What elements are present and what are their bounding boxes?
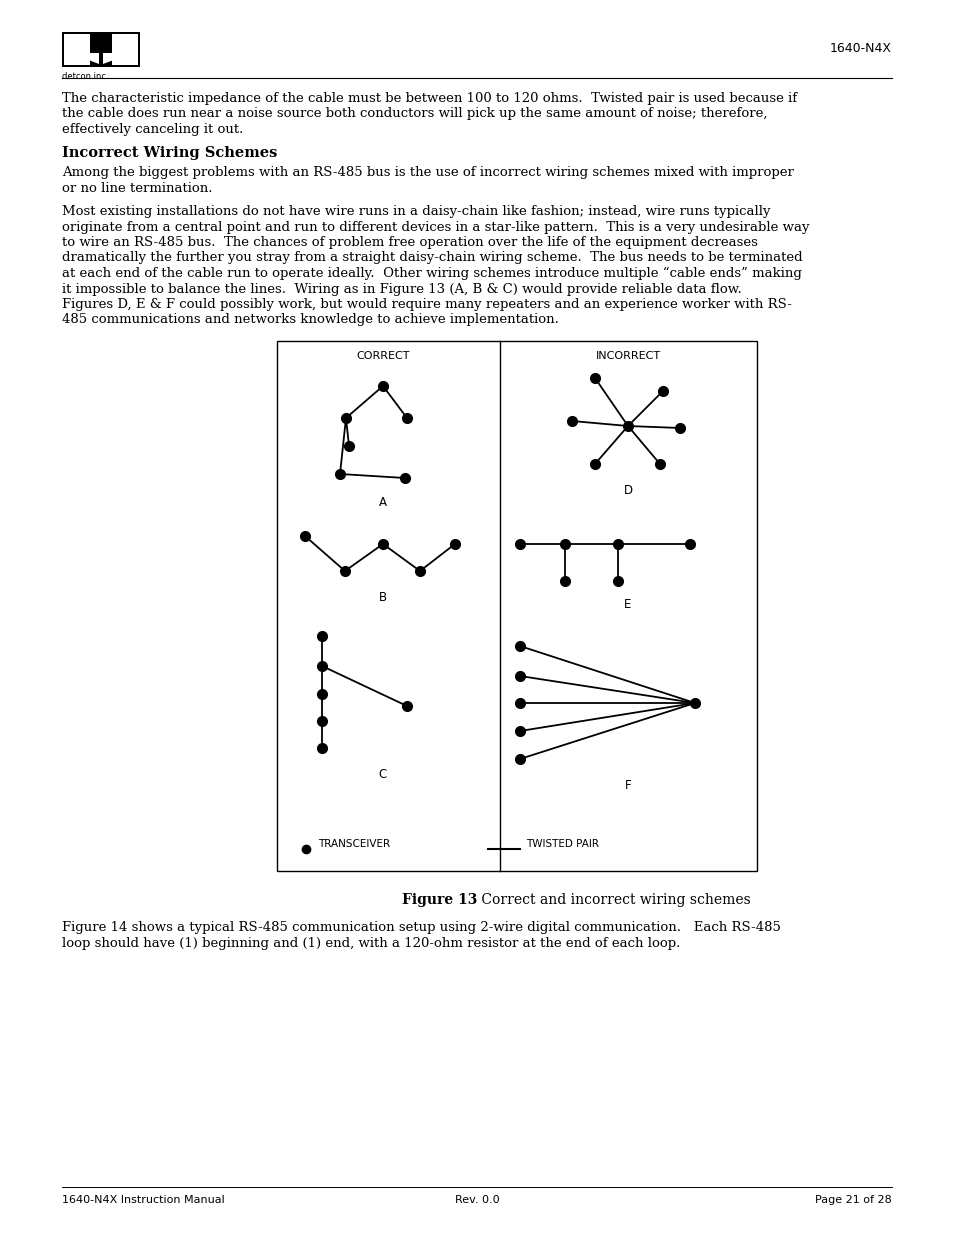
Text: or no line termination.: or no line termination. [62, 182, 213, 194]
Text: A: A [378, 496, 387, 509]
Polygon shape [103, 53, 132, 64]
Text: C: C [378, 768, 387, 781]
Text: 1640-N4X Instruction Manual: 1640-N4X Instruction Manual [62, 1195, 225, 1205]
Text: Most existing installations do not have wire runs in a daisy-chain like fashion;: Most existing installations do not have … [62, 205, 770, 219]
Text: Figure 13: Figure 13 [401, 893, 476, 906]
Text: Incorrect Wiring Schemes: Incorrect Wiring Schemes [62, 147, 277, 161]
Text: 1640-N4X: 1640-N4X [829, 42, 891, 56]
Text: at each end of the cable run to operate ideally.  Other wiring schemes introduce: at each end of the cable run to operate … [62, 267, 801, 280]
Text: CORRECT: CORRECT [355, 351, 410, 361]
Text: to wire an RS-485 bus.  The chances of problem free operation over the life of t: to wire an RS-485 bus. The chances of pr… [62, 236, 757, 249]
Text: dramatically the further you stray from a straight daisy-chain wiring scheme.  T: dramatically the further you stray from … [62, 252, 801, 264]
Text: originate from a central point and run to different devices in a star-like patte: originate from a central point and run t… [62, 221, 809, 233]
Text: loop should have (1) beginning and (1) end, with a 120-ohm resistor at the end o: loop should have (1) beginning and (1) e… [62, 936, 679, 950]
Text: Figures D, E & F could possibly work, but would require many repeaters and an ex: Figures D, E & F could possibly work, bu… [62, 298, 791, 311]
Text: F: F [624, 779, 631, 792]
Bar [276, 341, 757, 871]
FancyBboxPatch shape [102, 32, 140, 67]
Text: TRANSCEIVER: TRANSCEIVER [317, 839, 390, 848]
FancyBboxPatch shape [112, 35, 138, 65]
Text: TWISTED PAIR: TWISTED PAIR [525, 839, 598, 848]
FancyBboxPatch shape [100, 32, 102, 67]
FancyBboxPatch shape [64, 35, 90, 65]
Text: 485 communications and networks knowledge to achieve implementation.: 485 communications and networks knowledg… [62, 314, 558, 326]
Text: detcon inc: detcon inc [62, 72, 106, 82]
Text: it impossible to balance the lines.  Wiring as in Figure 13 (A, B & C) would pro: it impossible to balance the lines. Wiri… [62, 283, 741, 295]
Text: Figure 14 shows a typical RS-485 communication setup using 2-wire digital commun: Figure 14 shows a typical RS-485 communi… [62, 921, 781, 934]
Text: Rev. 0.0: Rev. 0.0 [455, 1195, 498, 1205]
Text: Correct and incorrect wiring schemes: Correct and incorrect wiring schemes [476, 893, 750, 906]
Text: B: B [378, 592, 387, 604]
Text: INCORRECT: INCORRECT [595, 351, 659, 361]
Text: Page 21 of 28: Page 21 of 28 [815, 1195, 891, 1205]
FancyBboxPatch shape [62, 32, 100, 67]
Polygon shape [70, 53, 99, 64]
Text: effectively canceling it out.: effectively canceling it out. [62, 124, 243, 136]
Text: D: D [622, 484, 632, 496]
Text: E: E [623, 598, 631, 611]
Text: Among the biggest problems with an RS-485 bus is the use of incorrect wiring sch: Among the biggest problems with an RS-48… [62, 165, 793, 179]
Text: the cable does run near a noise source both conductors will pick up the same amo: the cable does run near a noise source b… [62, 107, 767, 121]
Text: The characteristic impedance of the cable must be between 100 to 120 ohms.  Twis: The characteristic impedance of the cabl… [62, 91, 797, 105]
